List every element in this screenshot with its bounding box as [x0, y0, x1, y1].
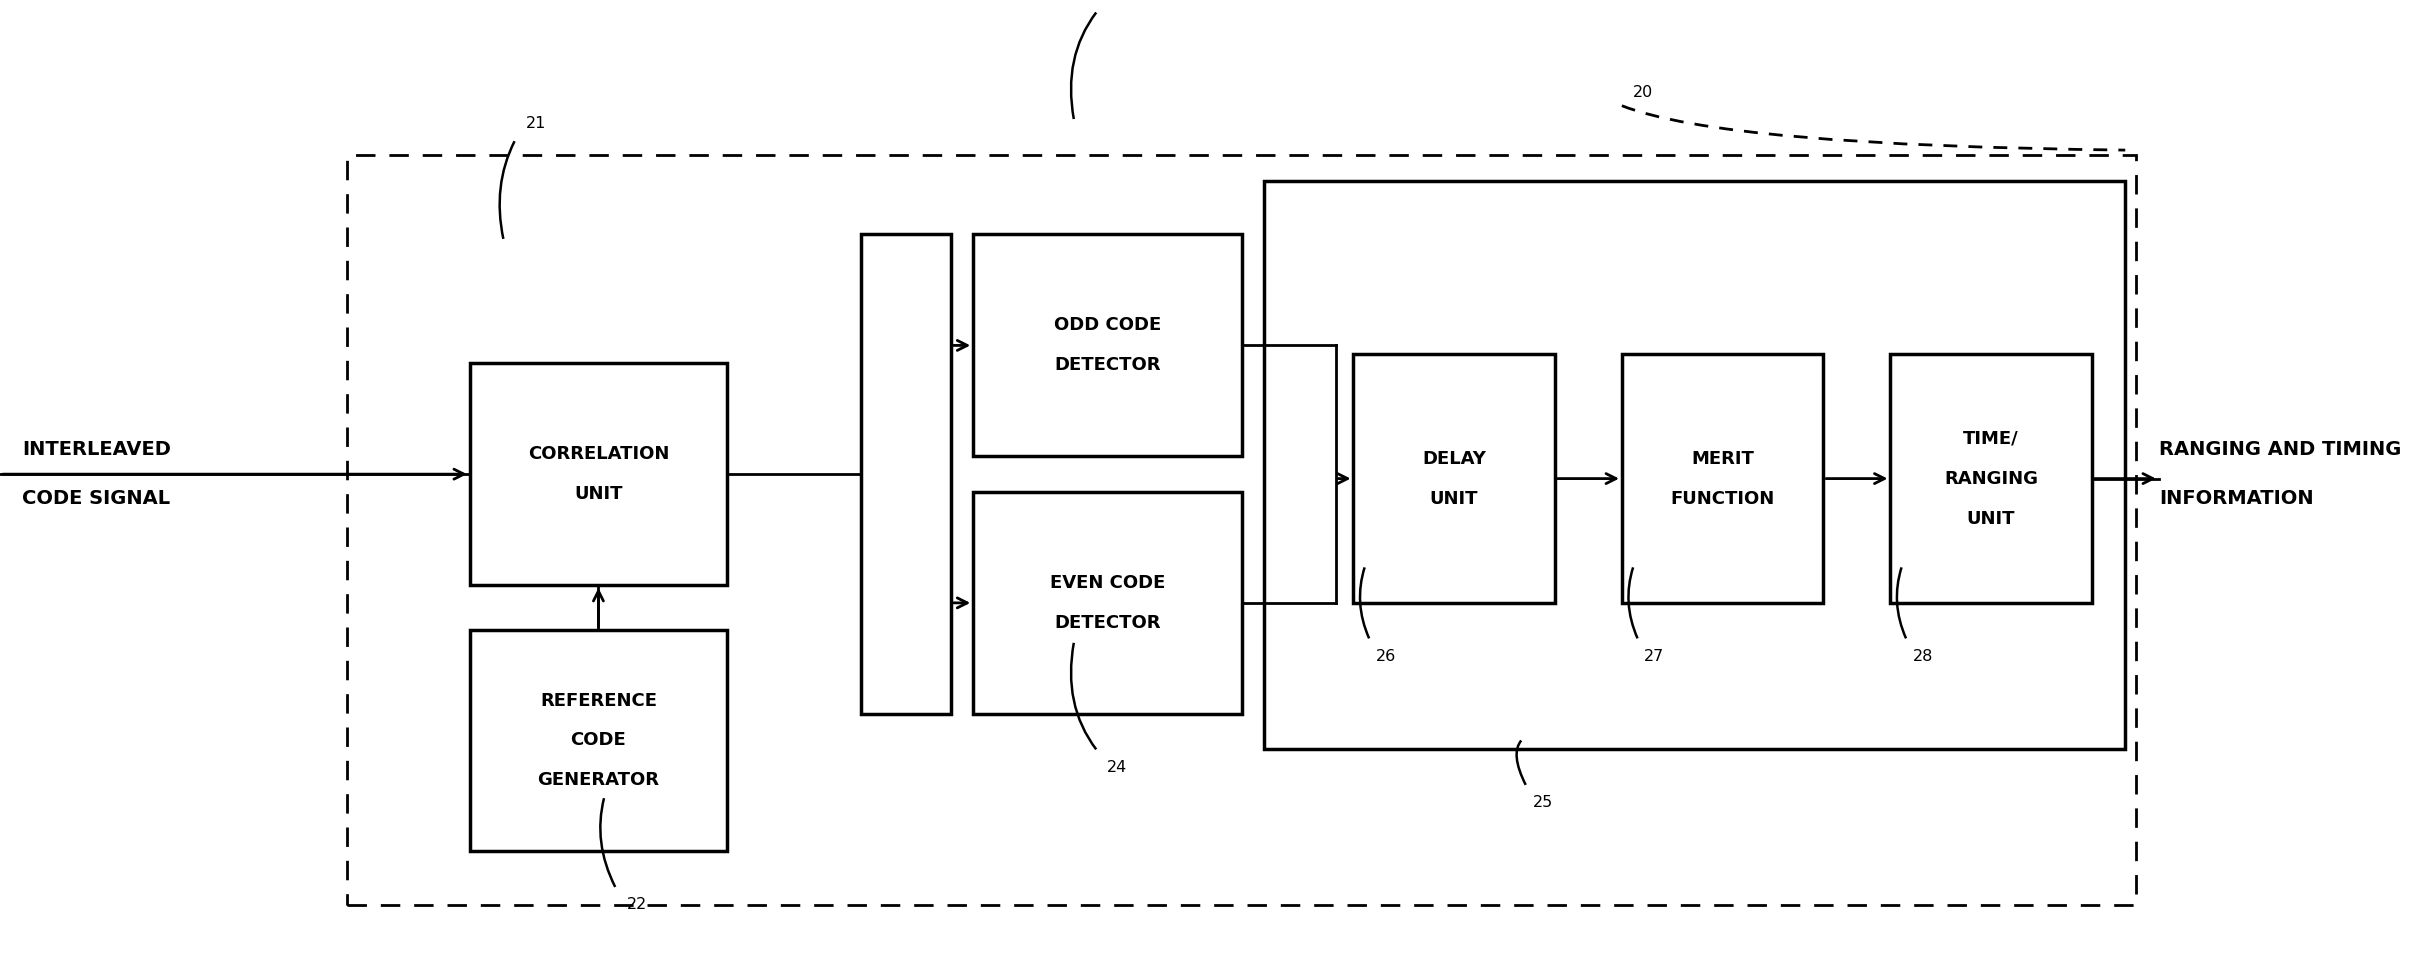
- Text: RANGING AND TIMING: RANGING AND TIMING: [2158, 441, 2402, 459]
- Text: 20: 20: [1634, 85, 1654, 100]
- Text: CODE SIGNAL: CODE SIGNAL: [22, 490, 171, 508]
- Text: 26: 26: [1376, 649, 1395, 664]
- Text: DELAY: DELAY: [1422, 449, 1487, 468]
- Text: FUNCTION: FUNCTION: [1670, 490, 1774, 508]
- Text: 28: 28: [1912, 649, 1934, 664]
- FancyBboxPatch shape: [1890, 354, 2091, 603]
- FancyBboxPatch shape: [973, 491, 1241, 714]
- Text: DETECTOR: DETECTOR: [1055, 356, 1161, 375]
- FancyBboxPatch shape: [1354, 354, 1555, 603]
- Text: GENERATOR: GENERATOR: [538, 771, 659, 789]
- Text: 25: 25: [1533, 795, 1552, 810]
- Text: 24: 24: [1108, 760, 1127, 775]
- Text: INFORMATION: INFORMATION: [2158, 490, 2313, 508]
- Text: TIME/: TIME/: [1963, 429, 2018, 447]
- Text: UNIT: UNIT: [575, 485, 623, 503]
- Text: 22: 22: [625, 898, 647, 912]
- Text: CORRELATION: CORRELATION: [529, 445, 669, 463]
- Text: UNIT: UNIT: [1429, 490, 1477, 508]
- FancyBboxPatch shape: [1622, 354, 1823, 603]
- Text: CODE: CODE: [570, 732, 625, 749]
- Text: UNIT: UNIT: [1967, 510, 2016, 528]
- FancyBboxPatch shape: [471, 629, 727, 852]
- Text: MERIT: MERIT: [1692, 449, 1755, 468]
- Text: 21: 21: [526, 116, 546, 131]
- FancyBboxPatch shape: [862, 235, 951, 714]
- Text: ODD CODE: ODD CODE: [1055, 316, 1161, 334]
- FancyBboxPatch shape: [471, 363, 727, 585]
- Text: 23: 23: [1108, 0, 1127, 2]
- Text: RANGING: RANGING: [1943, 469, 2037, 488]
- Text: EVEN CODE: EVEN CODE: [1050, 574, 1166, 592]
- Text: INTERLEAVED: INTERLEAVED: [22, 441, 171, 459]
- Text: 27: 27: [1644, 649, 1666, 664]
- FancyBboxPatch shape: [973, 235, 1241, 456]
- Text: REFERENCE: REFERENCE: [541, 692, 657, 710]
- Text: DETECTOR: DETECTOR: [1055, 614, 1161, 632]
